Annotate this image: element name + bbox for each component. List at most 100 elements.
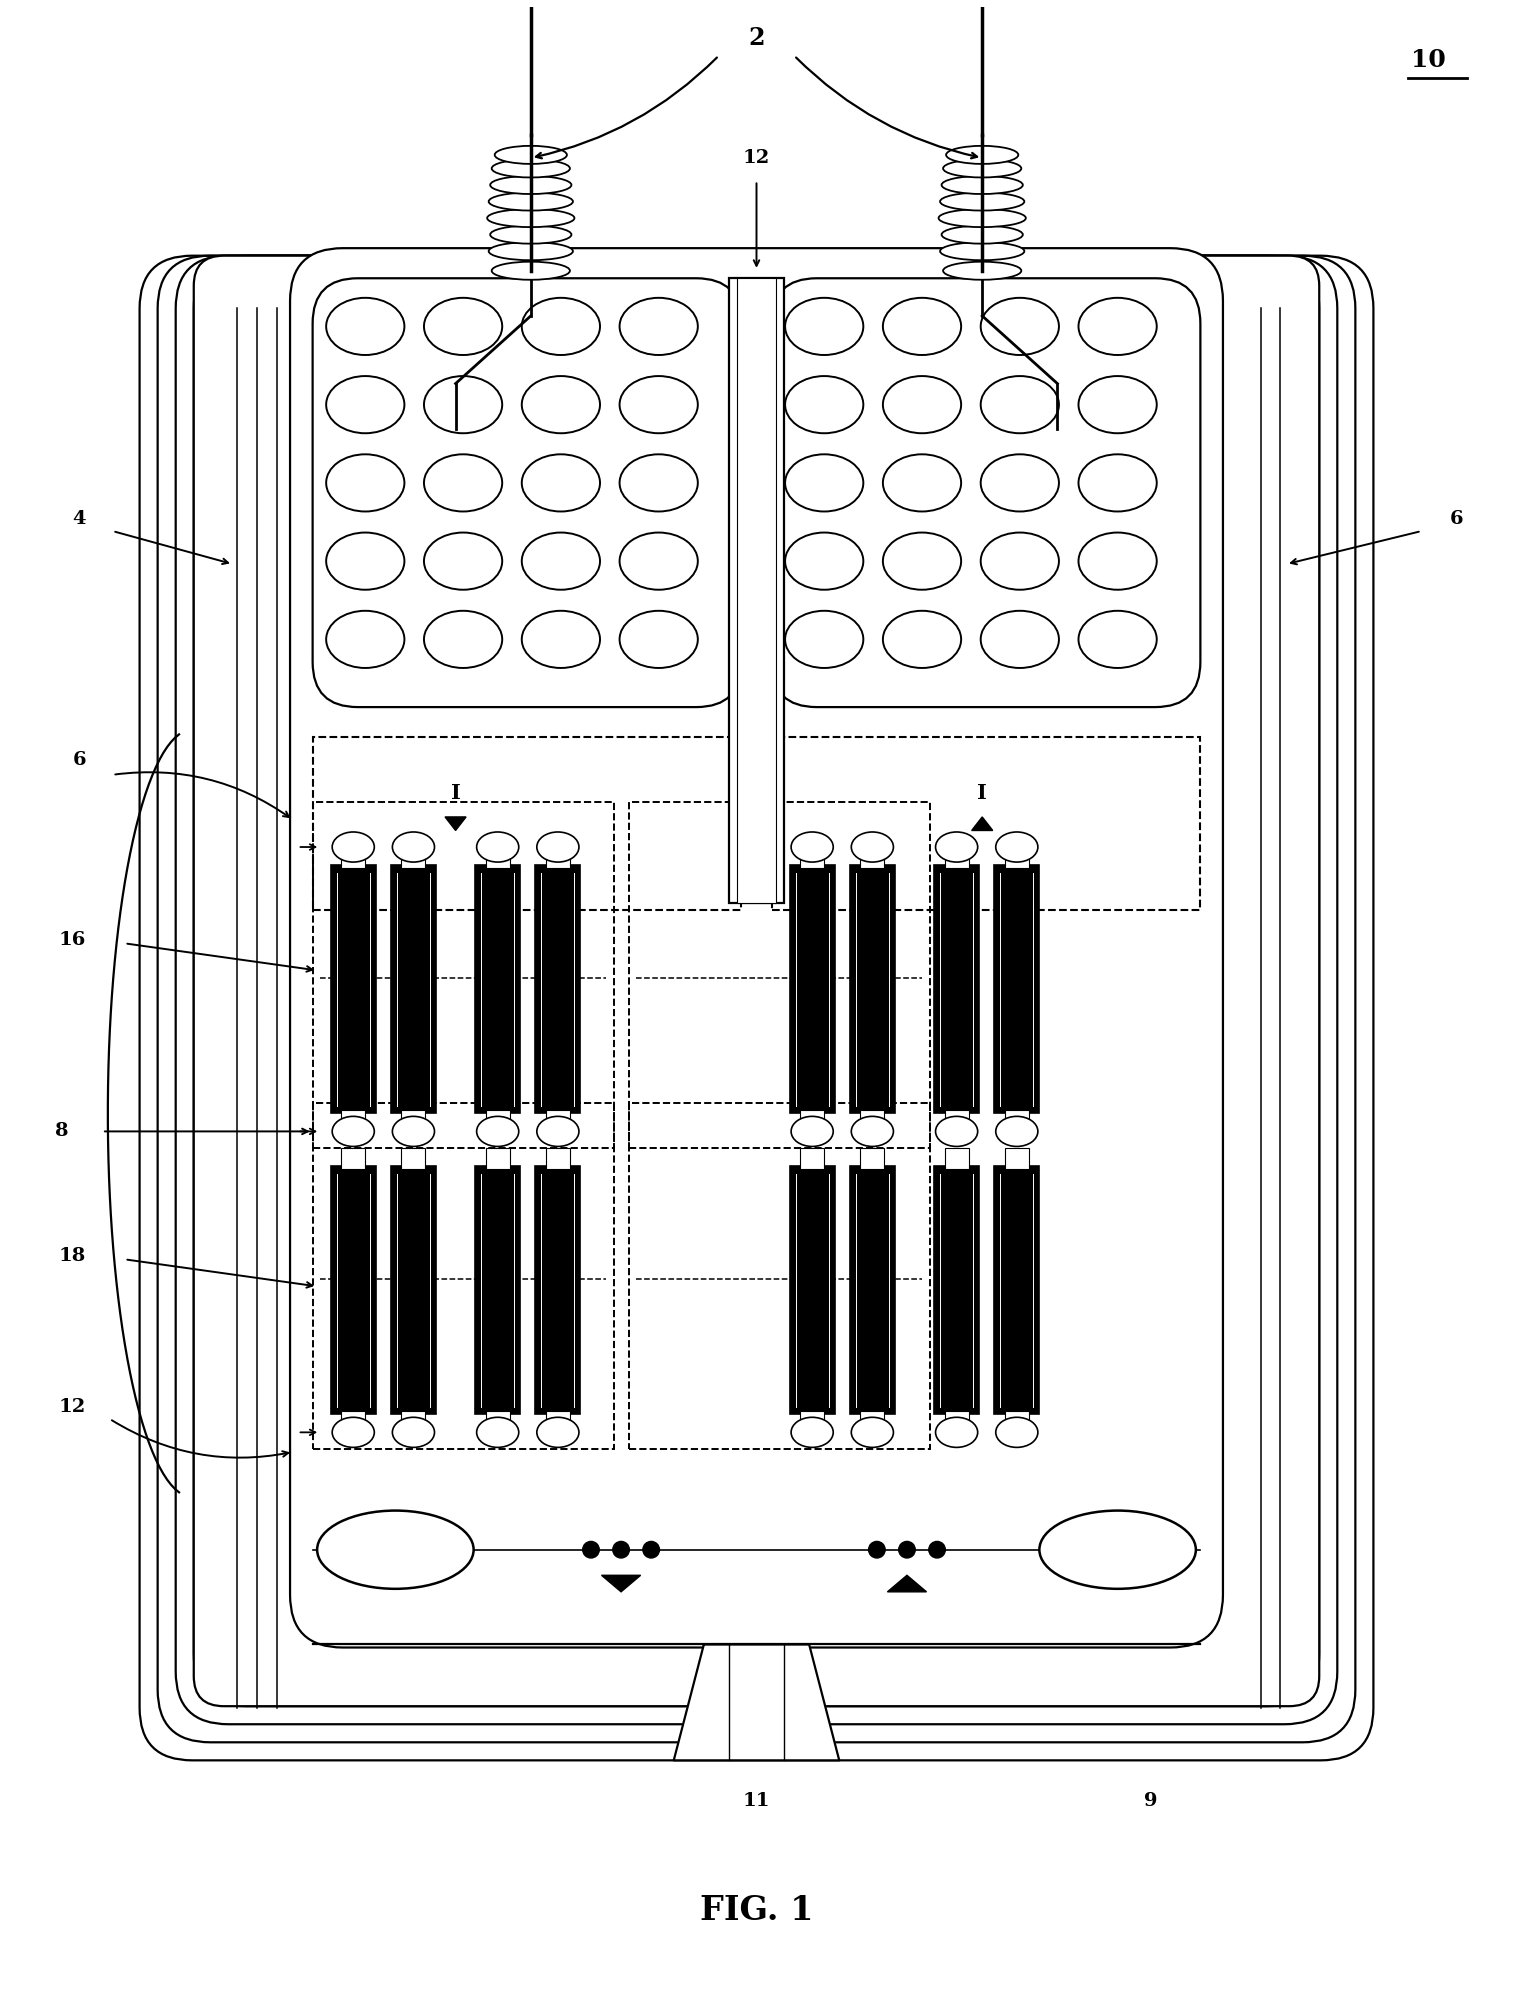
Bar [536, 1167, 581, 1415]
Ellipse shape [791, 1117, 834, 1147]
Ellipse shape [899, 1541, 915, 1559]
Ellipse shape [424, 298, 502, 354]
Ellipse shape [980, 610, 1059, 668]
FancyBboxPatch shape [313, 278, 741, 706]
Ellipse shape [996, 1117, 1038, 1147]
Ellipse shape [785, 610, 864, 668]
Ellipse shape [424, 376, 502, 434]
Ellipse shape [946, 146, 1018, 164]
Ellipse shape [583, 1541, 599, 1559]
Bar [994, 1167, 1039, 1415]
Polygon shape [602, 1575, 640, 1593]
Bar [628, 1103, 929, 1449]
Ellipse shape [852, 832, 893, 862]
Ellipse shape [785, 376, 864, 434]
Ellipse shape [620, 376, 697, 434]
Ellipse shape [620, 610, 697, 668]
Text: 10: 10 [1412, 48, 1446, 72]
Ellipse shape [884, 454, 961, 512]
Text: 11: 11 [743, 1793, 770, 1811]
Ellipse shape [852, 1117, 893, 1147]
Ellipse shape [940, 242, 1024, 260]
Ellipse shape [935, 1117, 977, 1147]
Ellipse shape [333, 832, 374, 862]
Ellipse shape [941, 176, 1023, 194]
Ellipse shape [392, 1417, 434, 1447]
Bar [861, 1411, 885, 1433]
Ellipse shape [1079, 610, 1157, 668]
Ellipse shape [940, 192, 1024, 210]
Bar [313, 1103, 614, 1449]
Ellipse shape [537, 1417, 579, 1447]
Bar [861, 1149, 885, 1169]
Ellipse shape [522, 298, 601, 354]
Ellipse shape [643, 1541, 660, 1559]
Ellipse shape [943, 262, 1021, 280]
Bar [390, 1167, 436, 1415]
Ellipse shape [620, 532, 697, 590]
Text: 6: 6 [1449, 510, 1463, 528]
Ellipse shape [620, 454, 697, 512]
Ellipse shape [522, 610, 601, 668]
Bar [800, 846, 825, 868]
Ellipse shape [868, 1541, 885, 1559]
Text: I: I [451, 782, 460, 802]
Bar [401, 1149, 425, 1169]
Bar [944, 1411, 968, 1433]
Bar [401, 1111, 425, 1131]
Ellipse shape [333, 1117, 374, 1147]
Ellipse shape [424, 610, 502, 668]
Bar [390, 864, 436, 1113]
Ellipse shape [477, 1417, 519, 1447]
Ellipse shape [980, 532, 1059, 590]
Bar [475, 1167, 520, 1415]
Ellipse shape [318, 1511, 474, 1589]
Ellipse shape [327, 610, 404, 668]
Bar [331, 864, 375, 1113]
Text: 2: 2 [749, 26, 764, 50]
Ellipse shape [996, 832, 1038, 862]
Bar [486, 846, 510, 868]
Polygon shape [673, 1645, 840, 1761]
Ellipse shape [537, 1117, 579, 1147]
Bar [944, 846, 968, 868]
Ellipse shape [489, 192, 573, 210]
Bar [486, 1411, 510, 1433]
Ellipse shape [327, 376, 404, 434]
Bar [546, 1149, 570, 1169]
Ellipse shape [884, 610, 961, 668]
Text: 8: 8 [54, 1123, 68, 1141]
Text: I: I [977, 782, 986, 802]
Ellipse shape [522, 376, 601, 434]
Bar [342, 1411, 365, 1433]
Bar [790, 1167, 835, 1415]
Ellipse shape [487, 208, 575, 226]
Ellipse shape [490, 176, 572, 194]
Ellipse shape [884, 376, 961, 434]
Ellipse shape [489, 242, 573, 260]
Ellipse shape [1079, 532, 1157, 590]
Ellipse shape [613, 1541, 629, 1559]
Ellipse shape [996, 1417, 1038, 1447]
Bar [1005, 846, 1029, 868]
Ellipse shape [941, 226, 1023, 244]
Bar [850, 1167, 894, 1415]
Text: FIG. 1: FIG. 1 [699, 1895, 814, 1927]
Bar [934, 1167, 979, 1415]
Text: 4: 4 [73, 510, 86, 528]
Ellipse shape [785, 298, 864, 354]
Bar [861, 1111, 885, 1131]
Ellipse shape [938, 208, 1026, 226]
Ellipse shape [392, 1117, 434, 1147]
Ellipse shape [537, 832, 579, 862]
Bar [475, 864, 520, 1113]
Bar [790, 864, 835, 1113]
Bar [737, 278, 776, 902]
Ellipse shape [929, 1541, 946, 1559]
Bar [628, 802, 929, 1149]
Polygon shape [971, 816, 993, 830]
Ellipse shape [495, 146, 567, 164]
Bar [546, 846, 570, 868]
Bar [944, 1111, 968, 1131]
Ellipse shape [980, 298, 1059, 354]
